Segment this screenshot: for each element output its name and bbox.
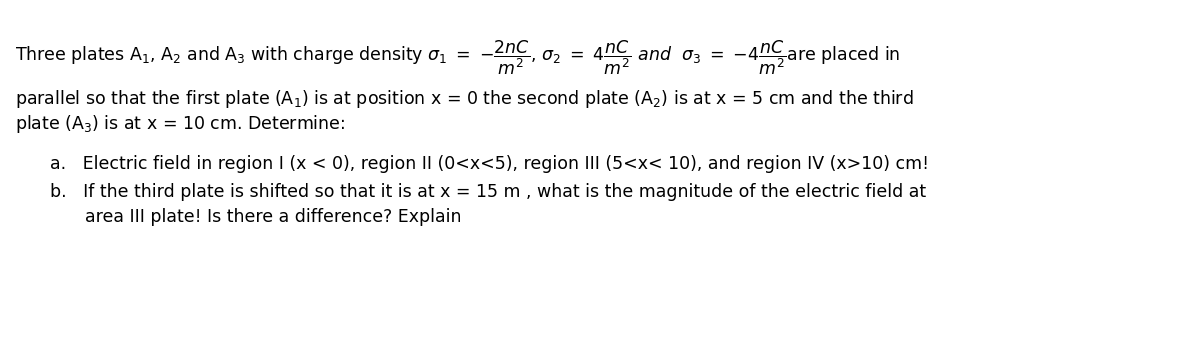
Text: area III plate! Is there a difference? Explain: area III plate! Is there a difference? E…: [85, 208, 462, 226]
Text: a.   Electric field in region I (x < 0), region II (0<x<5), region III (5<x< 10): a. Electric field in region I (x < 0), r…: [50, 155, 929, 173]
Text: Three plates A$_1$, A$_2$ and A$_3$ with charge density $\sigma_1$ $=$ $-\dfrac{: Three plates A$_1$, A$_2$ and A$_3$ with…: [14, 38, 900, 76]
Text: parallel so that the first plate (A$_1$) is at position x = 0 the second plate (: parallel so that the first plate (A$_1$)…: [14, 88, 913, 110]
Text: b.   If the third plate is shifted so that it is at x = 15 m , what is the magni: b. If the third plate is shifted so that…: [50, 183, 926, 201]
Text: plate (A$_3$) is at x = 10 cm. Determine:: plate (A$_3$) is at x = 10 cm. Determine…: [14, 113, 346, 135]
